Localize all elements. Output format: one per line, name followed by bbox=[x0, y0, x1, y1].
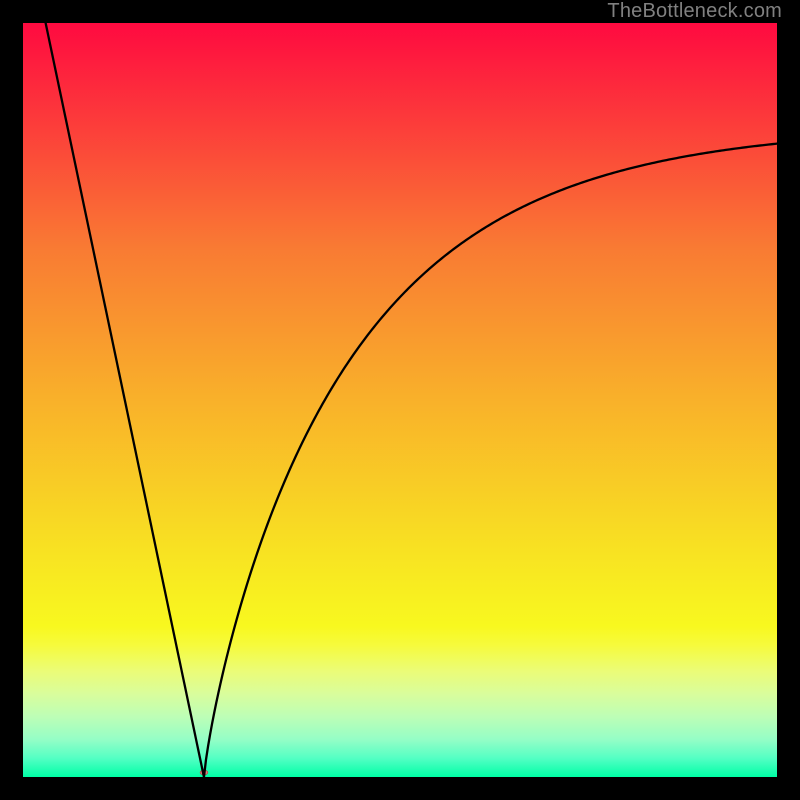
plot-area bbox=[23, 23, 777, 777]
chart-svg bbox=[23, 23, 777, 777]
chart-container: TheBottleneck.com bbox=[0, 0, 800, 800]
watermark-text: TheBottleneck.com bbox=[607, 0, 782, 23]
gradient-background bbox=[23, 23, 777, 777]
